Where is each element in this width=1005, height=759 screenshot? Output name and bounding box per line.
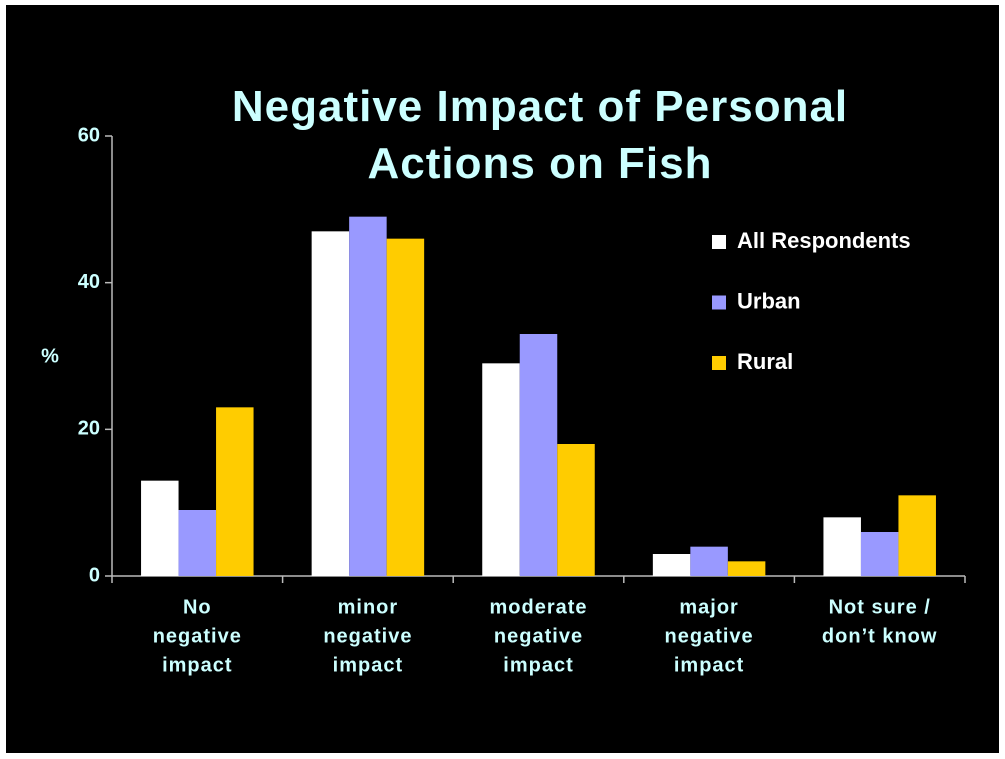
legend-swatch: [712, 235, 726, 249]
bar: [652, 554, 691, 576]
bar: [349, 216, 387, 576]
bar: [311, 231, 350, 577]
x-tick-label: negative: [153, 625, 242, 647]
bar: [216, 407, 254, 576]
legend-swatch: [712, 295, 726, 310]
x-tick-label: impact: [333, 654, 403, 676]
x-tick-label: negative: [494, 625, 583, 647]
x-tick-label: negative: [323, 625, 412, 647]
x-tick-label: negative: [665, 625, 754, 647]
x-tick-label: No: [183, 596, 212, 618]
bar: [482, 363, 520, 576]
bar: [727, 561, 766, 576]
bar: [860, 532, 899, 576]
x-tick-label: minor: [338, 596, 399, 618]
legend-label: Urban: [737, 288, 801, 313]
x-tick-label: Not sure /: [829, 596, 931, 618]
bar: [178, 510, 217, 576]
legend-label: All Respondents: [737, 228, 911, 253]
x-tick-label: impact: [162, 654, 232, 676]
x-tick-label: don’t know: [822, 625, 938, 647]
x-tick-label: impact: [503, 654, 573, 676]
bar: [519, 334, 558, 576]
bar: [690, 546, 728, 576]
x-tick-label: impact: [674, 654, 744, 676]
x-tick-label: moderate: [489, 596, 587, 618]
chart-title: Negative Impact of Personal Actions on F…: [231, 82, 849, 188]
y-tick-label: 40: [78, 271, 100, 293]
bar: [141, 480, 179, 576]
bar: [557, 444, 595, 576]
bar: [386, 238, 425, 576]
legend-swatch: [712, 356, 726, 370]
y-tick-label: 20: [78, 418, 100, 440]
legend-label: Rural: [737, 349, 793, 374]
bar: [823, 517, 861, 576]
y-axis-label: %: [41, 345, 59, 367]
x-tick-label: major: [679, 596, 738, 618]
y-tick-label: 60: [78, 124, 100, 146]
y-tick-label: 0: [89, 564, 100, 586]
bar: [898, 495, 936, 576]
